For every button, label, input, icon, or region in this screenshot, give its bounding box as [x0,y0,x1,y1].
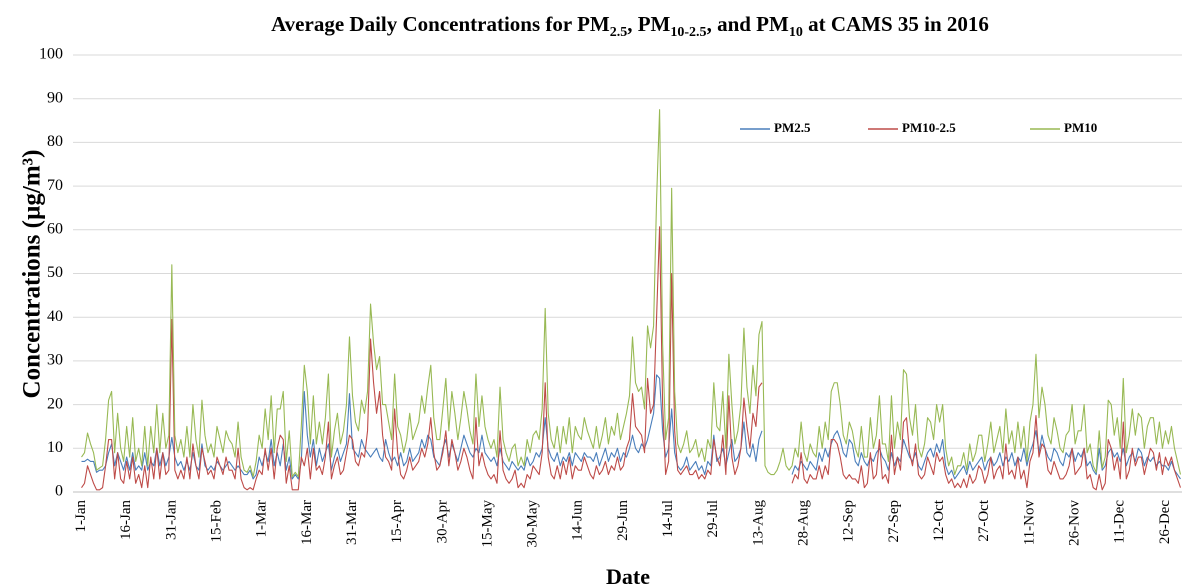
series-line [791,430,1181,480]
y-tick-label: 10 [47,439,63,456]
title-subscript: 10-2.5 [670,25,706,40]
x-tick-label: 31-Jan [163,500,179,540]
x-tick-label: 11-Nov [1021,500,1037,546]
x-tick-label: 16-Mar [299,500,315,545]
x-tick-label: 31-Mar [344,500,360,545]
legend-label: PM2.5 [774,120,811,135]
y-axis-label: Concentrations (µg/m³) [19,150,46,399]
x-tick-label: 14-Jul [660,500,676,538]
x-tick-label: 15-Feb [208,500,224,543]
x-tick-label: 12-Sep [841,500,857,543]
y-tick-label: 50 [47,264,63,281]
title-part: Average Daily Concentrations for PM [271,12,610,36]
y-tick-label: 60 [47,220,63,237]
title-subscript: 10 [789,25,803,40]
x-tick-label: 26-Dec [1157,500,1173,544]
y-tick-label: 40 [47,308,63,325]
x-tick-label: 13-Aug [750,500,766,546]
x-tick-label: 26-Nov [1067,500,1083,546]
x-tick-label: 1-Jan [73,500,89,533]
x-tick-label: 30-May [525,500,541,548]
x-tick-label: 30-Apr [434,500,450,543]
y-tick-label: 20 [47,395,63,412]
y-tick-label: 70 [47,177,63,194]
x-tick-label: 29-Jul [705,500,721,538]
x-tick-label: 15-Apr [389,500,405,543]
chart-title: Average Daily Concentrations for PM2.5, … [271,12,989,40]
x-tick-label: 15-May [479,500,495,548]
y-tick-label: 80 [47,133,63,150]
title-part: , and PM [707,12,789,36]
title-subscript: 2.5 [610,25,628,40]
y-tick-label: 100 [39,46,63,63]
series-line [81,109,1182,478]
x-tick-label: 1-Mar [254,500,270,538]
series-line [791,414,1182,491]
x-tick-label: 27-Sep [886,500,902,543]
x-tick-label: 28-Aug [796,500,812,546]
title-part: , PM [627,12,670,36]
y-tick-label: 30 [47,352,63,369]
y-tick-label: 0 [55,483,63,500]
x-tick-label: 12-Oct [931,499,947,541]
x-tick-label: 27-Oct [976,499,992,541]
series-line [81,374,763,480]
x-tick-label: 14-Jun [570,500,586,541]
x-tick-label: 29-Jun [615,500,631,541]
legend-label: PM10-2.5 [902,120,956,135]
title-part: at CAMS 35 in 2016 [803,12,989,36]
x-tick-label: 16-Jan [118,500,134,540]
x-tick-label: 11-Dec [1112,500,1128,544]
series-line [81,226,763,491]
y-tick-label: 90 [47,89,63,106]
legend-label: PM10 [1064,120,1097,135]
x-axis-label: Date [606,564,650,588]
